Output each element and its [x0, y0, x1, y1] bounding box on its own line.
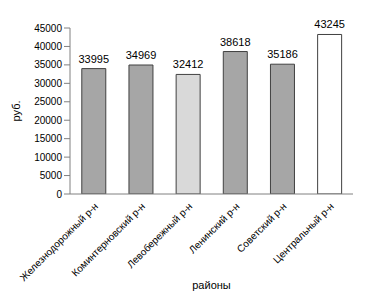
svg-text:45000: 45000: [34, 23, 62, 34]
svg-text:руб.: руб.: [10, 101, 22, 122]
svg-text:35000: 35000: [34, 59, 62, 70]
svg-text:5000: 5000: [40, 170, 63, 181]
svg-text:Железнодорожный р-н: Железнодорожный р-н: [18, 201, 100, 283]
svg-text:Ленинский р-н: Ленинский р-н: [187, 201, 242, 256]
svg-text:Советский р-н: Советский р-н: [235, 201, 289, 255]
svg-text:33995: 33995: [78, 53, 109, 65]
svg-text:43245: 43245: [314, 18, 345, 30]
svg-text:35186: 35186: [267, 48, 298, 60]
svg-text:38618: 38618: [220, 36, 251, 48]
svg-text:0: 0: [56, 189, 62, 200]
svg-text:Коминтерновский р-н: Коминтерновский р-н: [69, 200, 148, 279]
svg-text:10000: 10000: [34, 152, 62, 163]
svg-text:Центральный р-н: Центральный р-н: [271, 201, 336, 266]
svg-text:25000: 25000: [34, 96, 62, 107]
svg-text:районы: районы: [192, 279, 231, 291]
svg-text:Левобережный р-н: Левобережный р-н: [125, 201, 194, 270]
svg-text:34969: 34969: [126, 49, 157, 61]
svg-text:40000: 40000: [34, 41, 62, 52]
svg-text:20000: 20000: [34, 115, 62, 126]
svg-text:32412: 32412: [173, 58, 204, 70]
svg-text:30000: 30000: [34, 78, 62, 89]
svg-text:15000: 15000: [34, 133, 62, 144]
